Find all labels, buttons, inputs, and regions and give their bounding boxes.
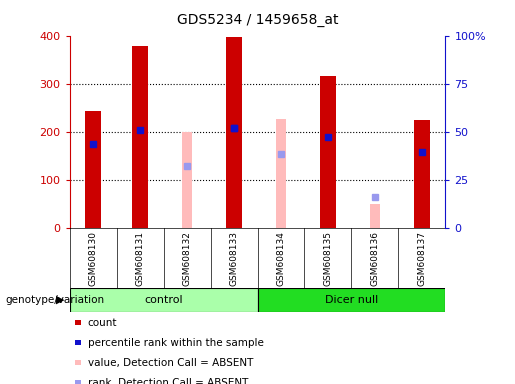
Bar — [370, 204, 380, 228]
Text: GSM608137: GSM608137 — [418, 231, 426, 286]
Bar — [182, 132, 192, 228]
Bar — [85, 111, 101, 228]
Bar — [320, 76, 336, 228]
Bar — [70, 288, 258, 312]
Bar — [226, 38, 242, 228]
Text: GSM608134: GSM608134 — [277, 231, 285, 286]
Text: value, Detection Call = ABSENT: value, Detection Call = ABSENT — [88, 358, 253, 368]
Bar — [276, 119, 286, 228]
Text: GSM608131: GSM608131 — [135, 231, 145, 286]
Text: GSM608130: GSM608130 — [89, 231, 97, 286]
Text: GSM608136: GSM608136 — [370, 231, 380, 286]
Bar — [414, 121, 430, 228]
Text: ▶: ▶ — [56, 295, 64, 305]
Text: Dicer null: Dicer null — [325, 295, 378, 305]
Text: GSM608133: GSM608133 — [230, 231, 238, 286]
Text: GSM608132: GSM608132 — [182, 231, 192, 286]
Text: percentile rank within the sample: percentile rank within the sample — [88, 338, 264, 348]
Text: genotype/variation: genotype/variation — [5, 295, 104, 305]
Text: GSM608135: GSM608135 — [323, 231, 333, 286]
Bar — [132, 46, 148, 228]
Text: count: count — [88, 318, 117, 328]
Text: rank, Detection Call = ABSENT: rank, Detection Call = ABSENT — [88, 378, 248, 384]
Text: control: control — [144, 295, 183, 305]
Text: GDS5234 / 1459658_at: GDS5234 / 1459658_at — [177, 13, 338, 27]
Bar — [258, 288, 445, 312]
